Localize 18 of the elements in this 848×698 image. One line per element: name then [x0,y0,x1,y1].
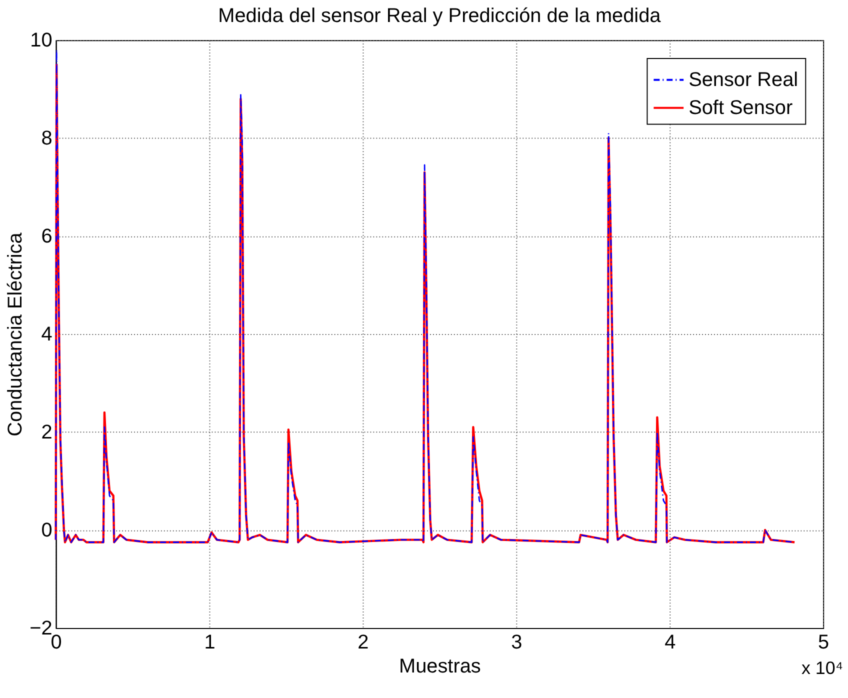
y-tick-label: 8 [41,128,52,150]
x-tick-label: 1 [204,631,216,654]
x-axis-title: Muestras [399,655,481,678]
y-tick-label: 4 [41,324,52,346]
y-tick-label: 2 [41,421,52,444]
x-tick-label: 2 [358,631,369,654]
y-tick-label: −2 [30,617,52,640]
legend-label: Soft Sensor [688,96,793,119]
y-tick-label: 10 [30,30,52,52]
text: x 10⁴ [801,658,844,678]
x-tick-label: 4 [664,631,676,654]
y-axis-title: Conductancia Eléctrica [4,232,27,436]
x-tick-label: 5 [818,631,830,654]
x-tick-label: 3 [511,631,522,654]
legend-label: Sensor Real [688,68,798,91]
y-tick-label: 0 [41,519,52,542]
y-tick-label: 6 [41,226,52,248]
chart-title: Medida del sensor Real y Predicción de la medida [218,5,662,28]
